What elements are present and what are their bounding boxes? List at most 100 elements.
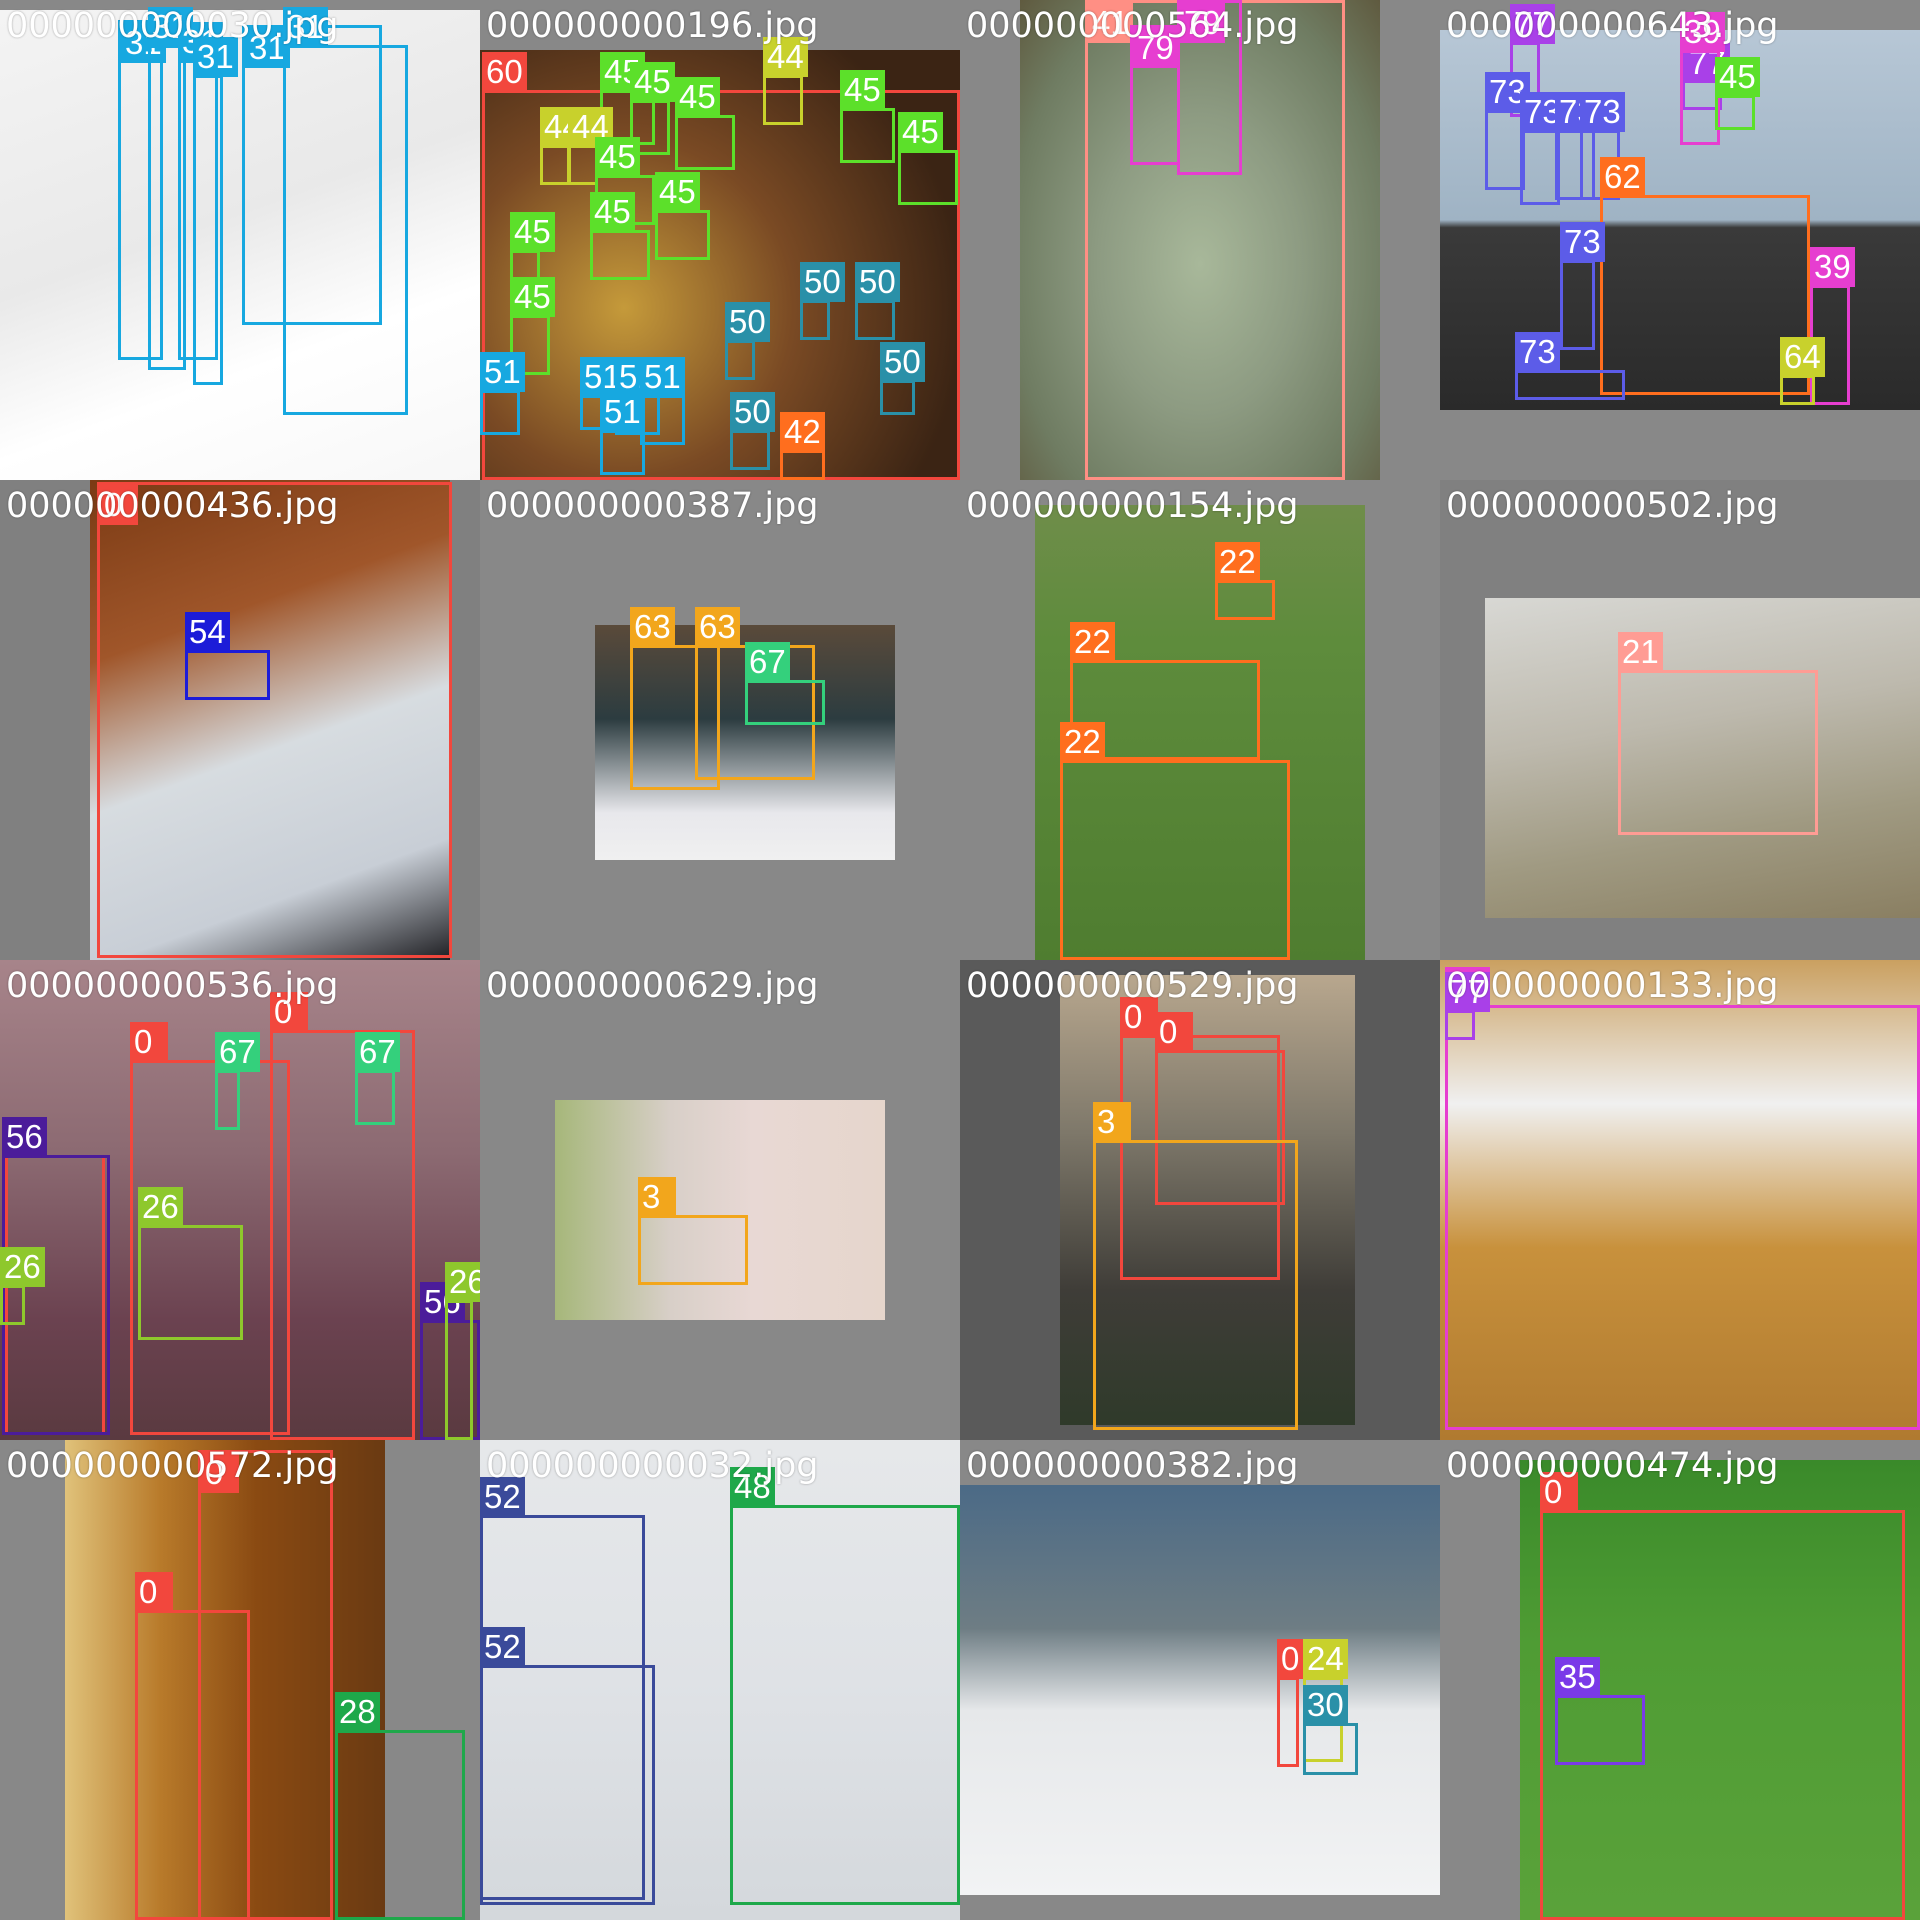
- detection-box[interactable]: 0: [1277, 1639, 1315, 1767]
- detection-box[interactable]: 73: [1485, 72, 1530, 190]
- detection-box[interactable]: 31: [283, 7, 408, 415]
- detection-box[interactable]: 73: [1560, 222, 1605, 350]
- detection-box[interactable]: 44: [568, 107, 613, 185]
- detection-box[interactable]: 51: [480, 352, 525, 435]
- detection-box[interactable]: 31: [193, 37, 238, 385]
- detection-box[interactable]: 45: [510, 277, 555, 375]
- detection-box[interactable]: 45: [898, 112, 958, 205]
- detection-box[interactable]: 30: [1303, 1685, 1358, 1775]
- detection-box[interactable]: 52: [480, 1627, 655, 1905]
- detection-box[interactable]: 77: [1445, 967, 1920, 1430]
- detection-box[interactable]: 3: [638, 1177, 748, 1285]
- detection-class-label: 26: [0, 1247, 45, 1287]
- detection-box[interactable]: 45: [655, 172, 710, 260]
- detection-class-label: 67: [745, 642, 790, 682]
- detection-class-label: 60: [482, 52, 527, 92]
- detection-box[interactable]: 50: [855, 262, 900, 340]
- detection-box[interactable]: 26: [445, 1262, 480, 1440]
- detection-box[interactable]: 45: [675, 77, 735, 170]
- detection-box[interactable]: 52: [480, 1477, 645, 1900]
- detection-class-label: 50: [800, 262, 845, 302]
- detection-box[interactable]: 45: [595, 137, 655, 225]
- detection-box[interactable]: 44: [763, 37, 808, 125]
- detection-box[interactable]: 31: [118, 20, 166, 360]
- detection-box[interactable]: 21: [1618, 632, 1818, 835]
- detection-box[interactable]: 44: [540, 107, 585, 185]
- detection-box[interactable]: 45: [840, 70, 895, 163]
- mosaic-tile[interactable]: 000000000387.jpg 63 63 67: [480, 480, 960, 960]
- detection-class-label: 30: [1303, 1685, 1348, 1725]
- mosaic-tile[interactable]: 000000000629.jpg 3: [480, 960, 960, 1440]
- detection-box[interactable]: 26: [138, 1187, 243, 1340]
- detection-box[interactable]: 73: [1520, 92, 1565, 205]
- mosaic-tile[interactable]: 000000000030.jpg313131313131: [0, 0, 480, 480]
- detection-box[interactable]: 50: [730, 392, 775, 470]
- mosaic-tile[interactable]: 000000000382.jpg 0 24 30: [960, 1440, 1440, 1920]
- detection-box[interactable]: 54: [185, 612, 270, 700]
- detection-box[interactable]: 39: [1680, 12, 1725, 145]
- mosaic-tile[interactable]: 000000000154.jpg 22 22 22: [960, 480, 1440, 960]
- tile-filename: 000000000474.jpg: [1446, 1446, 1779, 1486]
- detection-box[interactable]: 35: [1555, 1657, 1645, 1765]
- detection-class-label: 39: [1680, 12, 1725, 52]
- mosaic-tile[interactable]: 000000000032.jpg 52 52 48: [480, 1440, 960, 1920]
- mosaic-tile[interactable]: 000000000536.jpg00056676726265626: [0, 960, 480, 1440]
- detection-box[interactable]: 63: [630, 607, 720, 790]
- detection-box[interactable]: 50: [725, 302, 770, 380]
- detection-box[interactable]: 3: [1093, 1102, 1298, 1430]
- detection-class-label: 63: [695, 607, 740, 647]
- detection-box[interactable]: 51: [600, 392, 645, 475]
- detection-box[interactable]: 39: [1810, 247, 1855, 405]
- detection-box[interactable]: 0: [97, 482, 452, 958]
- tile-filename: 000000000382.jpg: [966, 1446, 1299, 1486]
- detection-box[interactable]: 22: [1060, 722, 1290, 960]
- detection-box[interactable]: 42: [780, 412, 825, 480]
- detection-class-label: 44: [763, 37, 808, 77]
- detection-box[interactable]: 67: [355, 1032, 400, 1125]
- detection-box[interactable]: 79: [1130, 25, 1180, 165]
- detection-box[interactable]: 67: [745, 642, 825, 725]
- detection-box[interactable]: 45: [1715, 57, 1760, 130]
- detection-box[interactable]: 51: [580, 357, 625, 430]
- mosaic-tile[interactable]: 000000000643.jpg 77 77 39 45 73 73 73 73 62 73 39 73…: [1440, 0, 1920, 480]
- detection-box[interactable]: 22: [1215, 542, 1275, 620]
- detection-box[interactable]: 0: [1120, 997, 1280, 1280]
- detection-box[interactable]: 45: [510, 212, 555, 295]
- detection-box[interactable]: 67: [215, 1032, 260, 1130]
- mosaic-tile[interactable]: 000000000474.jpg 0 35: [1440, 1440, 1920, 1920]
- detection-class-label: 0: [270, 992, 308, 1032]
- detection-box[interactable]: 0: [135, 1572, 250, 1920]
- detection-box[interactable]: 48: [730, 1467, 960, 1905]
- detection-box[interactable]: 64: [1780, 337, 1825, 405]
- detection-box[interactable]: 0: [198, 1450, 333, 1920]
- detection-box[interactable]: 73: [1515, 332, 1625, 400]
- mosaic-tile[interactable]: 000000000564.jpg 41 79 79: [960, 0, 1440, 480]
- detection-box[interactable]: 62: [1600, 157, 1810, 395]
- detection-class-label: 77: [1510, 4, 1555, 44]
- detection-box[interactable]: 77: [1445, 972, 1490, 1040]
- mosaic-tile[interactable]: 000000000572.jpg 0 0 28: [0, 1440, 480, 1920]
- detection-box[interactable]: 26: [0, 1247, 45, 1325]
- detection-box[interactable]: 51: [640, 357, 685, 445]
- mosaic-tile[interactable]: 000000000502.jpg 21: [1440, 480, 1920, 960]
- detection-box[interactable]: 0: [1155, 1012, 1285, 1205]
- detection-box[interactable]: 0: [1540, 1472, 1905, 1920]
- detection-box[interactable]: 50: [880, 342, 925, 415]
- detection-class-label: 45: [1715, 57, 1760, 97]
- detection-box[interactable]: 50: [800, 262, 845, 340]
- detection-box[interactable]: 22: [1070, 622, 1260, 760]
- detection-box[interactable]: 45: [590, 192, 650, 280]
- detection-box[interactable]: 45: [630, 62, 675, 155]
- mosaic-tile[interactable]: 000000000436.jpg 0 54: [0, 480, 480, 960]
- detection-box[interactable]: 28: [335, 1692, 465, 1920]
- detection-box[interactable]: 0: [270, 992, 415, 1440]
- mosaic-tile[interactable]: 000000000529.jpg 0 0 3: [960, 960, 1440, 1440]
- tile-filename: 000000000030.jpg: [6, 6, 339, 46]
- detection-class-label: 28: [335, 1692, 380, 1732]
- detection-box[interactable]: 0: [130, 1022, 290, 1435]
- detection-box[interactable]: 56: [2, 1117, 110, 1435]
- mosaic-tile[interactable]: 000000000196.jpg 60 45 45 44 45 45 45 44 44 45 45 45…: [480, 0, 960, 480]
- detection-box[interactable]: 79: [1177, 0, 1242, 175]
- detection-box[interactable]: 60: [482, 52, 960, 480]
